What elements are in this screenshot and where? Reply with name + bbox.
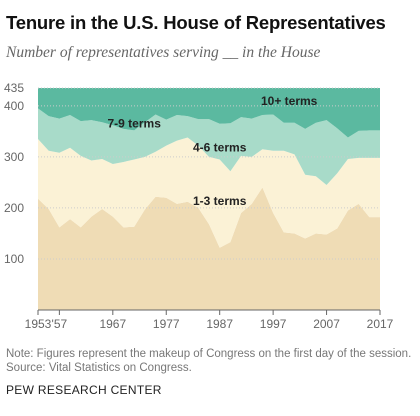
y-tick-label-300: 300 bbox=[4, 150, 24, 164]
x-tick-label-1997: 1997 bbox=[260, 317, 287, 331]
band-label-7-9-terms: 7-9 terms bbox=[108, 116, 162, 130]
chart-subtitle: Number of representatives serving __ in … bbox=[6, 44, 321, 61]
band-7-9-terms bbox=[38, 108, 380, 185]
band-4-6-terms bbox=[38, 137, 380, 248]
y-tick-label-200: 200 bbox=[4, 201, 24, 215]
x-tick-label-2007: 2007 bbox=[313, 317, 340, 331]
x-tick-label-1953: 1953 bbox=[25, 317, 52, 331]
chart-note: Note: Figures represent the makeup of Co… bbox=[6, 348, 412, 360]
x-tick-label-2017: 2017 bbox=[367, 317, 394, 331]
chart-source: Source: Vital Statistics on Congress. bbox=[6, 362, 192, 374]
band-labels: 10+ terms 7-9 terms 4-6 terms 1-3 terms bbox=[108, 94, 318, 208]
x-tick-label-1967: 1967 bbox=[99, 317, 126, 331]
band-10plus-terms bbox=[38, 88, 380, 138]
area-bands bbox=[38, 88, 380, 310]
band-label-10plus-terms: 10+ terms bbox=[261, 94, 318, 108]
x-tick-label-1957: '57 bbox=[52, 317, 68, 331]
band-label-1-3-terms: 1-3 terms bbox=[193, 194, 247, 208]
grid-lines bbox=[38, 87, 380, 311]
y-tick-label-400: 400 bbox=[4, 99, 24, 113]
y-tick-label-100: 100 bbox=[4, 252, 24, 266]
x-tick-label-1977: 1977 bbox=[153, 317, 180, 331]
band-label-4-6-terms: 4-6 terms bbox=[193, 140, 247, 154]
x-tick-label-1987: 1987 bbox=[206, 317, 233, 331]
y-tick-label-435: 435 bbox=[4, 81, 24, 95]
brand-footer: PEW RESEARCH CENTER bbox=[6, 383, 162, 397]
tenure-area-chart: 100 200 300 400 435 1953'57 1967 1977 1987 1997 2… bbox=[4, 81, 394, 331]
x-axis-ticks: 1953'57 1967 1977 1987 1997 2007 2017 bbox=[25, 310, 394, 331]
y-axis-ticks: 100 200 300 400 435 bbox=[4, 81, 24, 266]
band-1-3-terms bbox=[38, 187, 380, 310]
chart-title: Tenure in the U.S. House of Representati… bbox=[6, 12, 386, 33]
